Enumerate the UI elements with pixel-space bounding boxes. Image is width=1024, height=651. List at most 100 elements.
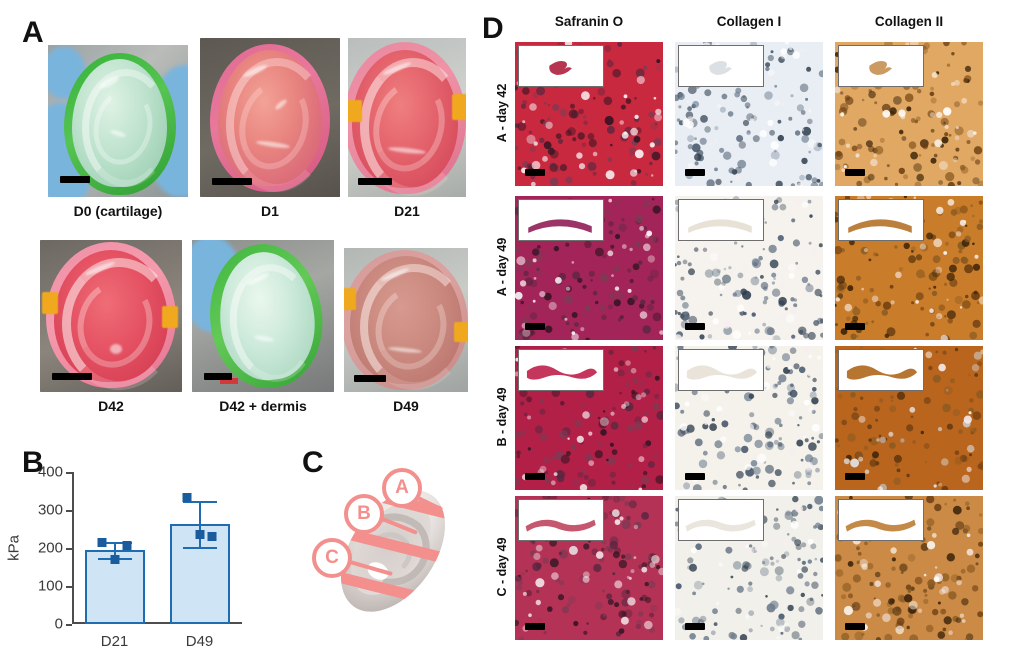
inset-overview-sigmoid bbox=[518, 349, 604, 391]
y-tick bbox=[66, 548, 72, 550]
inset-overview-wave bbox=[678, 499, 764, 541]
histology-image-collagen-i-r1 bbox=[675, 196, 823, 340]
y-tick bbox=[66, 510, 72, 512]
y-tick-label: 200 bbox=[37, 539, 63, 557]
panel-a-photo-3: D42 bbox=[40, 240, 182, 414]
scale-bar bbox=[525, 323, 545, 330]
scale-bar bbox=[845, 323, 865, 330]
scale-bar bbox=[845, 169, 865, 176]
section-marker-c: C bbox=[312, 538, 352, 578]
bar-chart: kPa 0 100 200 300 400 D21 D49 bbox=[6, 464, 242, 650]
scale-bar bbox=[60, 176, 90, 183]
panel-a-photo-4: D42 + dermis bbox=[192, 240, 334, 414]
y-tick bbox=[66, 586, 72, 588]
histology-image-collagen-ii-r2 bbox=[835, 346, 983, 490]
ear-3d-model bbox=[332, 485, 467, 612]
inset-overview-arc bbox=[518, 199, 604, 241]
data-point bbox=[207, 531, 216, 541]
scale-bar bbox=[685, 473, 705, 480]
scale-bar bbox=[354, 375, 386, 382]
histology-image-collagen-i-r3 bbox=[675, 496, 823, 640]
panel-d: D Safranin O Collagen I Collagen II A - da… bbox=[470, 0, 1024, 651]
y-tick-label: 300 bbox=[37, 501, 63, 519]
histology-image-safranin-o-r1 bbox=[515, 196, 663, 340]
error-cap bbox=[182, 501, 217, 504]
scale-bar bbox=[358, 178, 392, 185]
panel-a-caption-4: D42 + dermis bbox=[219, 398, 307, 414]
y-tick-label: 400 bbox=[37, 463, 63, 481]
y-tick bbox=[66, 472, 72, 474]
inset-overview-sigmoid bbox=[678, 349, 764, 391]
scale-bar bbox=[52, 373, 92, 380]
section-marker-b: B bbox=[344, 494, 384, 534]
histology-image-safranin-o-r3 bbox=[515, 496, 663, 640]
histology-image-collagen-ii-r1 bbox=[835, 196, 983, 340]
inset-overview-wave bbox=[518, 499, 604, 541]
x-tick-label-d21: D21 bbox=[100, 633, 129, 650]
inset-overview-arc bbox=[838, 199, 924, 241]
row-header-c-day49: C - day 49 bbox=[495, 537, 509, 597]
column-header-safranin-o: Safranin O bbox=[554, 14, 624, 29]
error-cap bbox=[182, 546, 217, 549]
scale-bar bbox=[212, 178, 252, 185]
ear-photo-d42 bbox=[40, 240, 182, 392]
panel-c: C bbox=[290, 430, 480, 651]
scale-bar bbox=[685, 623, 705, 630]
y-tick-label: 100 bbox=[37, 577, 63, 595]
panel-b-letter: B bbox=[22, 446, 44, 479]
y-axis-label: kPa bbox=[5, 535, 23, 561]
section-marker-a: A bbox=[382, 468, 422, 508]
panel-a-caption-0: D0 (cartilage) bbox=[73, 203, 163, 219]
ear-photo-d1 bbox=[200, 38, 340, 197]
data-point bbox=[110, 554, 119, 564]
inset-overview-comma bbox=[678, 45, 764, 87]
y-tick-label: 0 bbox=[54, 615, 63, 633]
scale-bar bbox=[685, 169, 705, 176]
inset-overview-comma bbox=[518, 45, 604, 87]
scale-bar bbox=[685, 323, 705, 330]
panel-a: A D0 (cartilage) bbox=[0, 0, 470, 430]
ear-photo-d0 bbox=[48, 45, 188, 197]
inset-overview-comma bbox=[838, 45, 924, 87]
ear-model-diagram: A B C bbox=[290, 430, 480, 651]
histology-image-safranin-o-r2 bbox=[515, 346, 663, 490]
scale-bar bbox=[845, 623, 865, 630]
x-axis bbox=[72, 622, 242, 624]
error-bar-d49 bbox=[198, 501, 201, 547]
ear-photo-d21 bbox=[348, 38, 466, 197]
panel-a-caption-1: D1 bbox=[261, 203, 279, 219]
histology-image-collagen-ii-r0 bbox=[835, 42, 983, 186]
scale-bar bbox=[204, 373, 232, 380]
panel-a-letter: A bbox=[22, 16, 44, 49]
panel-a-caption-2: D21 bbox=[394, 203, 420, 219]
scale-bar bbox=[525, 623, 545, 630]
column-header-collagen-i: Collagen I bbox=[716, 14, 782, 29]
x-tick-label-d49: D49 bbox=[185, 633, 214, 650]
panel-d-letter: D bbox=[482, 12, 504, 45]
data-point bbox=[97, 537, 106, 547]
scale-bar bbox=[525, 169, 545, 176]
row-header-b-day49: B - day 49 bbox=[495, 387, 509, 447]
error-cap bbox=[97, 542, 132, 545]
panel-a-caption-3: D42 bbox=[98, 398, 124, 414]
ear-photo-d49 bbox=[344, 248, 468, 392]
y-axis bbox=[72, 472, 74, 624]
scale-bar bbox=[525, 473, 545, 480]
ear-photo-d42-dermis bbox=[192, 240, 334, 392]
panel-a-photo-1: D1 bbox=[200, 38, 340, 219]
scale-bar bbox=[845, 473, 865, 480]
panel-b: B kPa 0 100 200 300 400 D21 D49 bbox=[0, 430, 290, 651]
error-bar-d21 bbox=[113, 542, 116, 559]
panel-c-letter: C bbox=[302, 446, 324, 479]
inset-overview-sigmoid bbox=[838, 349, 924, 391]
histology-image-collagen-i-r0 bbox=[675, 42, 823, 186]
row-header-a-day42: A - day 42 bbox=[495, 83, 509, 143]
panel-a-photo-5: D49 bbox=[344, 248, 468, 414]
y-tick bbox=[66, 624, 72, 626]
histology-image-safranin-o-r0 bbox=[515, 42, 663, 186]
inset-overview-arc bbox=[678, 199, 764, 241]
row-header-a-day49: A - day 49 bbox=[495, 237, 509, 297]
histology-image-collagen-i-r2 bbox=[675, 346, 823, 490]
histology-image-collagen-ii-r3 bbox=[835, 496, 983, 640]
data-point bbox=[195, 529, 204, 539]
